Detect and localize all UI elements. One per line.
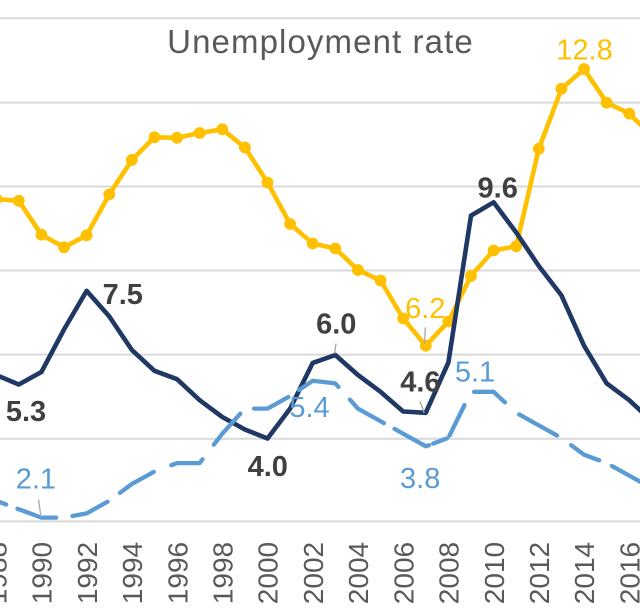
svg-text:9.6: 9.6	[478, 172, 518, 204]
svg-text:1988: 1988	[0, 542, 12, 604]
svg-text:Unemployment rate: Unemployment rate	[167, 23, 474, 60]
svg-text:2.1: 2.1	[16, 463, 56, 495]
svg-text:5.1: 5.1	[455, 357, 495, 389]
svg-text:7.5: 7.5	[103, 279, 143, 311]
svg-text:2000: 2000	[253, 542, 284, 604]
svg-text:12.8: 12.8	[556, 34, 612, 66]
svg-text:5.4: 5.4	[289, 392, 329, 424]
svg-text:1996: 1996	[162, 542, 193, 604]
svg-text:2012: 2012	[524, 542, 555, 604]
svg-text:1990: 1990	[27, 542, 58, 604]
svg-text:2002: 2002	[298, 542, 329, 604]
svg-text:3.8: 3.8	[400, 463, 440, 495]
svg-text:1994: 1994	[117, 542, 148, 604]
svg-text:2006: 2006	[388, 542, 419, 604]
svg-text:6.0: 6.0	[316, 308, 356, 340]
svg-text:5.3: 5.3	[6, 396, 46, 428]
svg-text:2014: 2014	[569, 542, 600, 604]
svg-text:1992: 1992	[72, 542, 103, 604]
svg-text:1998: 1998	[207, 542, 238, 604]
svg-text:4.6: 4.6	[400, 367, 440, 399]
svg-text:2008: 2008	[434, 542, 465, 604]
svg-text:6.2: 6.2	[405, 293, 445, 325]
svg-text:2010: 2010	[479, 542, 510, 604]
svg-text:2016: 2016	[614, 542, 640, 604]
svg-text:4.0: 4.0	[248, 451, 288, 483]
svg-text:2004: 2004	[343, 542, 374, 604]
